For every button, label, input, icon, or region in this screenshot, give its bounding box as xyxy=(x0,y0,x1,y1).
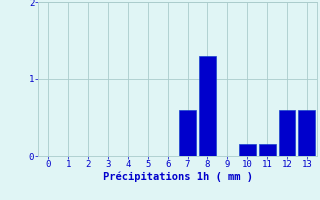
X-axis label: Précipitations 1h ( mm ): Précipitations 1h ( mm ) xyxy=(103,172,252,182)
Bar xyxy=(239,144,256,156)
Bar xyxy=(278,110,295,156)
Bar xyxy=(299,110,315,156)
Bar xyxy=(199,56,216,156)
Bar xyxy=(259,144,276,156)
Bar xyxy=(179,110,196,156)
